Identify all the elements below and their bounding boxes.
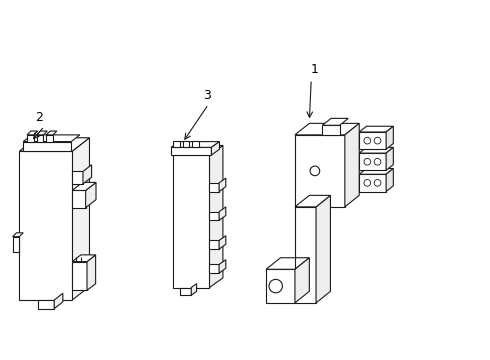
Polygon shape: [27, 135, 34, 141]
Polygon shape: [210, 145, 223, 288]
Polygon shape: [359, 126, 393, 132]
Polygon shape: [46, 135, 53, 141]
Polygon shape: [72, 262, 87, 291]
Circle shape: [364, 158, 370, 165]
Polygon shape: [192, 141, 199, 147]
Polygon shape: [87, 255, 96, 291]
Polygon shape: [20, 138, 90, 151]
Polygon shape: [386, 126, 393, 149]
Polygon shape: [219, 178, 226, 192]
Circle shape: [364, 137, 370, 144]
Polygon shape: [38, 300, 54, 309]
Polygon shape: [173, 145, 223, 155]
Polygon shape: [295, 123, 359, 135]
Polygon shape: [72, 171, 83, 184]
Polygon shape: [72, 183, 96, 190]
Polygon shape: [13, 237, 20, 252]
Polygon shape: [211, 141, 220, 155]
Text: 1: 1: [311, 63, 319, 76]
Polygon shape: [86, 183, 96, 208]
Polygon shape: [322, 118, 348, 125]
Polygon shape: [210, 212, 219, 220]
Polygon shape: [386, 168, 393, 192]
Polygon shape: [37, 135, 44, 141]
Polygon shape: [183, 141, 189, 147]
Polygon shape: [219, 260, 226, 273]
Polygon shape: [266, 258, 309, 269]
Polygon shape: [72, 190, 86, 208]
Polygon shape: [173, 155, 210, 288]
Circle shape: [364, 180, 370, 186]
Circle shape: [269, 279, 282, 293]
Polygon shape: [171, 141, 220, 147]
Polygon shape: [54, 293, 63, 309]
Circle shape: [374, 137, 381, 144]
Polygon shape: [386, 147, 393, 170]
Polygon shape: [13, 233, 23, 237]
Polygon shape: [83, 165, 92, 184]
Polygon shape: [295, 258, 309, 303]
Polygon shape: [316, 195, 330, 303]
Polygon shape: [345, 123, 359, 207]
Polygon shape: [27, 131, 38, 135]
Polygon shape: [295, 195, 330, 207]
Polygon shape: [210, 183, 219, 192]
Text: 2: 2: [35, 111, 43, 124]
Polygon shape: [171, 147, 211, 155]
Polygon shape: [191, 284, 196, 295]
Polygon shape: [295, 135, 345, 207]
Polygon shape: [219, 207, 226, 220]
Polygon shape: [219, 236, 226, 249]
Polygon shape: [359, 168, 393, 174]
Polygon shape: [46, 131, 57, 135]
Text: 3: 3: [203, 89, 211, 102]
Polygon shape: [210, 240, 219, 249]
Polygon shape: [295, 207, 316, 303]
Polygon shape: [359, 174, 386, 192]
Circle shape: [374, 158, 381, 165]
Polygon shape: [359, 147, 393, 153]
Polygon shape: [322, 125, 340, 135]
Circle shape: [374, 180, 381, 186]
Polygon shape: [359, 153, 386, 170]
Polygon shape: [23, 141, 71, 151]
Polygon shape: [173, 141, 180, 147]
Polygon shape: [20, 151, 72, 300]
Polygon shape: [266, 269, 295, 303]
Polygon shape: [180, 288, 191, 295]
Polygon shape: [72, 255, 96, 262]
Polygon shape: [23, 135, 80, 141]
Polygon shape: [72, 138, 90, 300]
Circle shape: [310, 166, 319, 176]
Polygon shape: [359, 132, 386, 149]
Polygon shape: [210, 265, 219, 273]
Polygon shape: [37, 131, 47, 135]
